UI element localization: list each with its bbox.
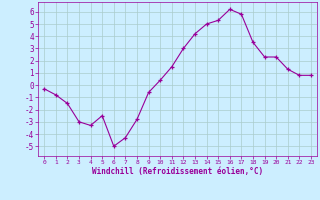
X-axis label: Windchill (Refroidissement éolien,°C): Windchill (Refroidissement éolien,°C) (92, 167, 263, 176)
